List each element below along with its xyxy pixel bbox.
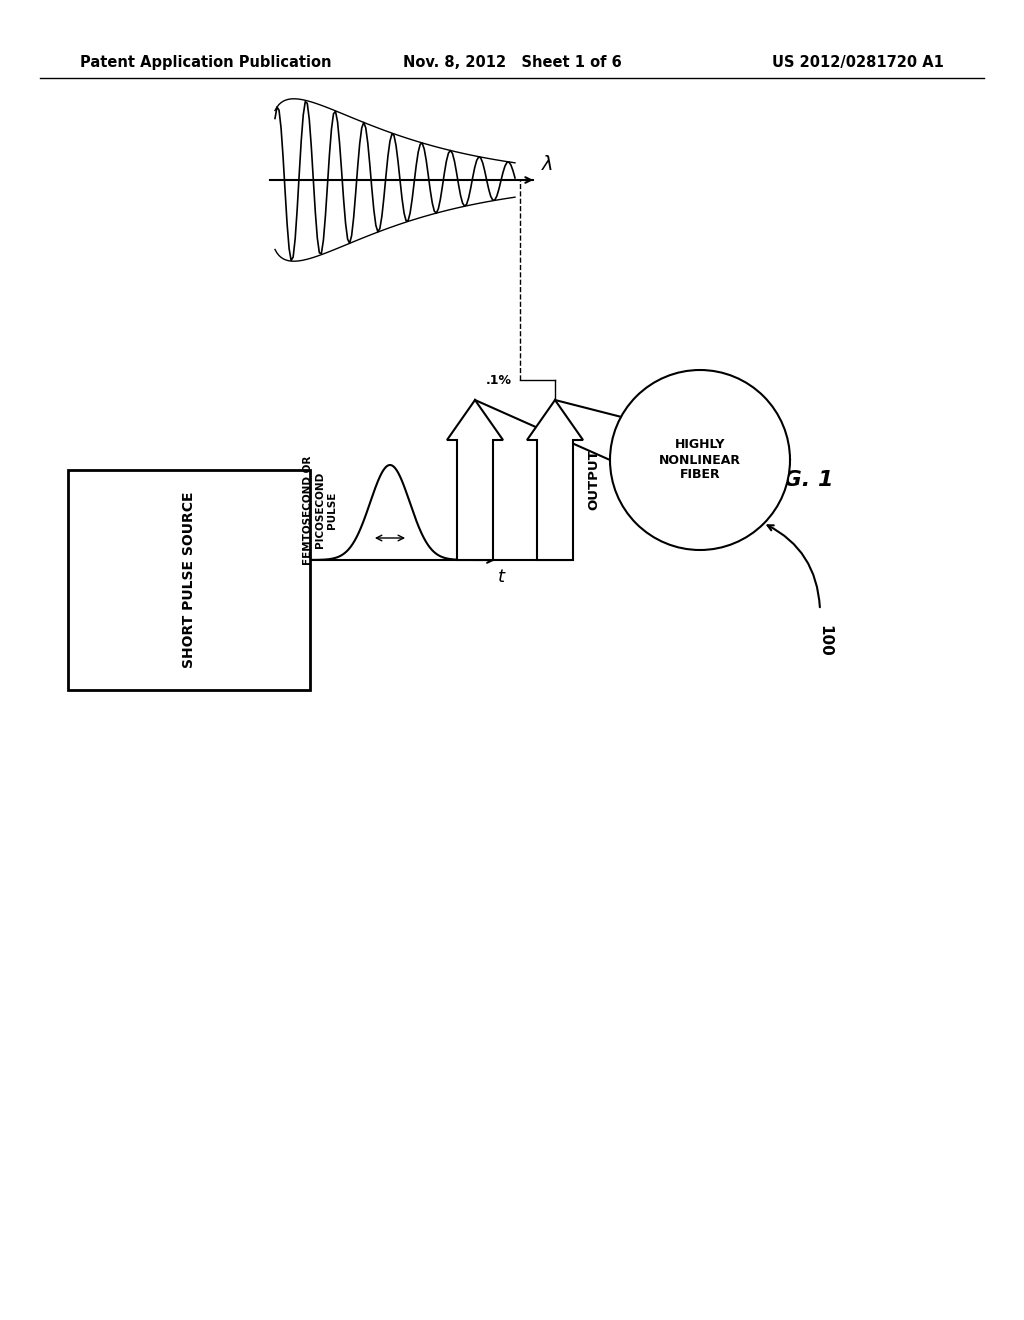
Polygon shape	[447, 400, 503, 560]
Text: HIGHLY
NONLINEAR
FIBER: HIGHLY NONLINEAR FIBER	[659, 438, 741, 482]
Text: SHORT PULSE SOURCE: SHORT PULSE SOURCE	[182, 492, 196, 668]
Text: US 2012/0281720 A1: US 2012/0281720 A1	[772, 55, 944, 70]
Text: λ: λ	[542, 154, 554, 174]
Text: .1%: .1%	[486, 374, 512, 387]
Text: Patent Application Publication: Patent Application Publication	[80, 55, 332, 70]
Text: OUTPUT: OUTPUT	[587, 450, 600, 511]
Text: FEMTOSECOND OR
PICOSECOND
PULSE: FEMTOSECOND OR PICOSECOND PULSE	[303, 455, 337, 565]
Text: 100: 100	[817, 624, 833, 657]
Text: FIG. 1: FIG. 1	[760, 470, 834, 490]
Text: t: t	[498, 568, 505, 586]
Bar	[68, 470, 310, 690]
Text: Nov. 8, 2012   Sheet 1 of 6: Nov. 8, 2012 Sheet 1 of 6	[402, 55, 622, 70]
Polygon shape	[527, 400, 583, 560]
Circle shape	[610, 370, 790, 550]
